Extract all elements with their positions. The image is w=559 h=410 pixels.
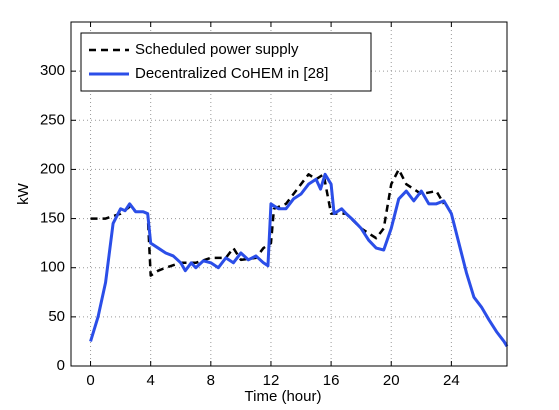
y-tick-label: 50 xyxy=(48,308,65,325)
y-tick-label: 100 xyxy=(40,259,65,276)
x-tick-label: 12 xyxy=(263,372,280,389)
x-tick-label: 16 xyxy=(323,372,340,389)
y-tick-label: 200 xyxy=(40,160,65,177)
x-tick-label: 20 xyxy=(383,372,400,389)
x-tick-label: 24 xyxy=(443,372,460,389)
y-tick-label: 250 xyxy=(40,111,65,128)
legend-box xyxy=(80,32,372,92)
y-tick-label: 0 xyxy=(57,357,65,374)
x-tick-label: 8 xyxy=(207,372,215,389)
y-tick-label: 300 xyxy=(40,62,65,79)
y-axis-label: kW xyxy=(15,182,32,205)
legend: Scheduled power supply Decentralized CoHE… xyxy=(80,32,372,92)
y-tick-label: 150 xyxy=(40,210,65,227)
x-axis-label: Time (hour) xyxy=(245,388,322,405)
legend-label: Decentralized CoHEM in [28] xyxy=(135,65,328,82)
legend-label: Scheduled power supply xyxy=(135,41,299,58)
x-tick-label: 4 xyxy=(147,372,155,389)
x-tick-label: 0 xyxy=(86,372,94,389)
line-series xyxy=(89,172,509,348)
plot-frame xyxy=(70,21,508,367)
